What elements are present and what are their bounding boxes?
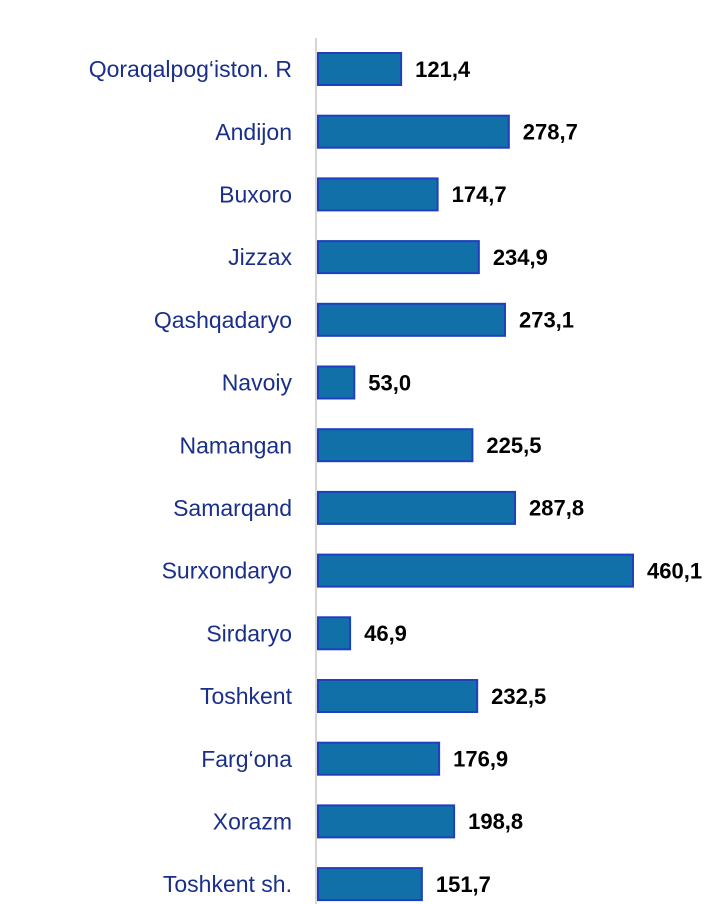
bar [317, 490, 517, 525]
value-label: 53,0 [368, 370, 411, 395]
category-label: Navoiy [222, 370, 293, 396]
category-label: Toshkent sh. [163, 871, 292, 897]
category-label: Qoraqalpog‘iston. R [89, 56, 292, 82]
value-label: 225,5 [486, 433, 541, 458]
value-label: 176,9 [453, 747, 508, 772]
bar [317, 177, 439, 212]
category-label: Surxondaryo [162, 558, 292, 584]
category-label: Namangan [179, 432, 292, 458]
bar [317, 616, 352, 651]
category-label: Xorazm [213, 808, 292, 834]
value-label: 232,5 [491, 684, 546, 709]
value-label: 273,1 [519, 308, 574, 333]
category-label: Jizzax [228, 244, 292, 270]
value-label: 234,9 [493, 245, 548, 270]
value-label: 198,8 [468, 809, 523, 834]
category-label: Samarqand [173, 495, 292, 521]
category-label: Toshkent [200, 683, 293, 709]
value-label: 174,7 [452, 182, 507, 207]
bar [317, 553, 634, 588]
bar [317, 741, 441, 776]
bar [317, 52, 403, 86]
bar [317, 804, 456, 839]
value-label: 287,8 [529, 496, 584, 521]
category-label: Sirdaryo [206, 620, 292, 646]
bar [317, 114, 510, 149]
value-label: 278,7 [523, 120, 578, 145]
category-label: Andijon [215, 119, 292, 145]
category-label: Qashqadaryo [154, 307, 292, 333]
bar [317, 302, 506, 337]
bar [317, 867, 423, 902]
value-label: 46,9 [364, 621, 407, 646]
bar [317, 240, 480, 275]
bar [317, 679, 479, 713]
value-label: 151,7 [436, 872, 491, 897]
bar [317, 365, 356, 400]
value-label: 460,1 [647, 558, 702, 583]
category-label: Buxoro [219, 181, 292, 207]
value-label: 121,4 [415, 57, 471, 82]
category-label: Farg‘ona [201, 746, 292, 772]
bar [317, 428, 474, 463]
